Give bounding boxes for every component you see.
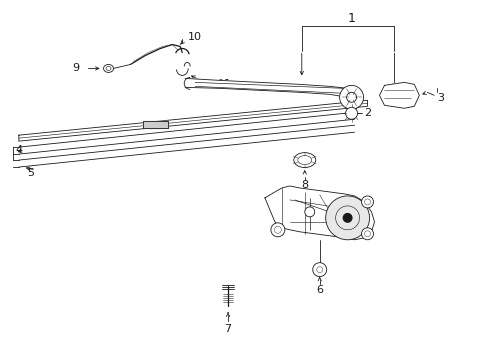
Text: 4: 4: [15, 145, 23, 155]
Text: 10: 10: [188, 32, 202, 41]
Text: 5: 5: [27, 168, 34, 178]
Text: 6: 6: [316, 284, 323, 294]
Text: 9: 9: [72, 63, 79, 73]
Polygon shape: [143, 121, 168, 129]
Circle shape: [345, 107, 358, 119]
Circle shape: [340, 85, 364, 109]
Text: 11: 11: [218, 79, 232, 89]
Text: 8: 8: [301, 180, 308, 190]
Text: 7: 7: [224, 324, 232, 334]
Circle shape: [305, 207, 315, 217]
Polygon shape: [185, 78, 355, 100]
Circle shape: [271, 223, 285, 237]
Polygon shape: [379, 82, 419, 108]
Circle shape: [326, 196, 369, 240]
Circle shape: [362, 196, 373, 208]
Polygon shape: [265, 186, 374, 240]
Text: 1: 1: [347, 12, 356, 25]
Polygon shape: [19, 100, 368, 141]
Ellipse shape: [294, 153, 316, 167]
Ellipse shape: [103, 64, 114, 72]
Text: 3: 3: [437, 93, 444, 103]
Text: 2: 2: [364, 108, 371, 118]
Circle shape: [343, 213, 353, 223]
Circle shape: [362, 228, 373, 240]
Circle shape: [313, 263, 327, 276]
